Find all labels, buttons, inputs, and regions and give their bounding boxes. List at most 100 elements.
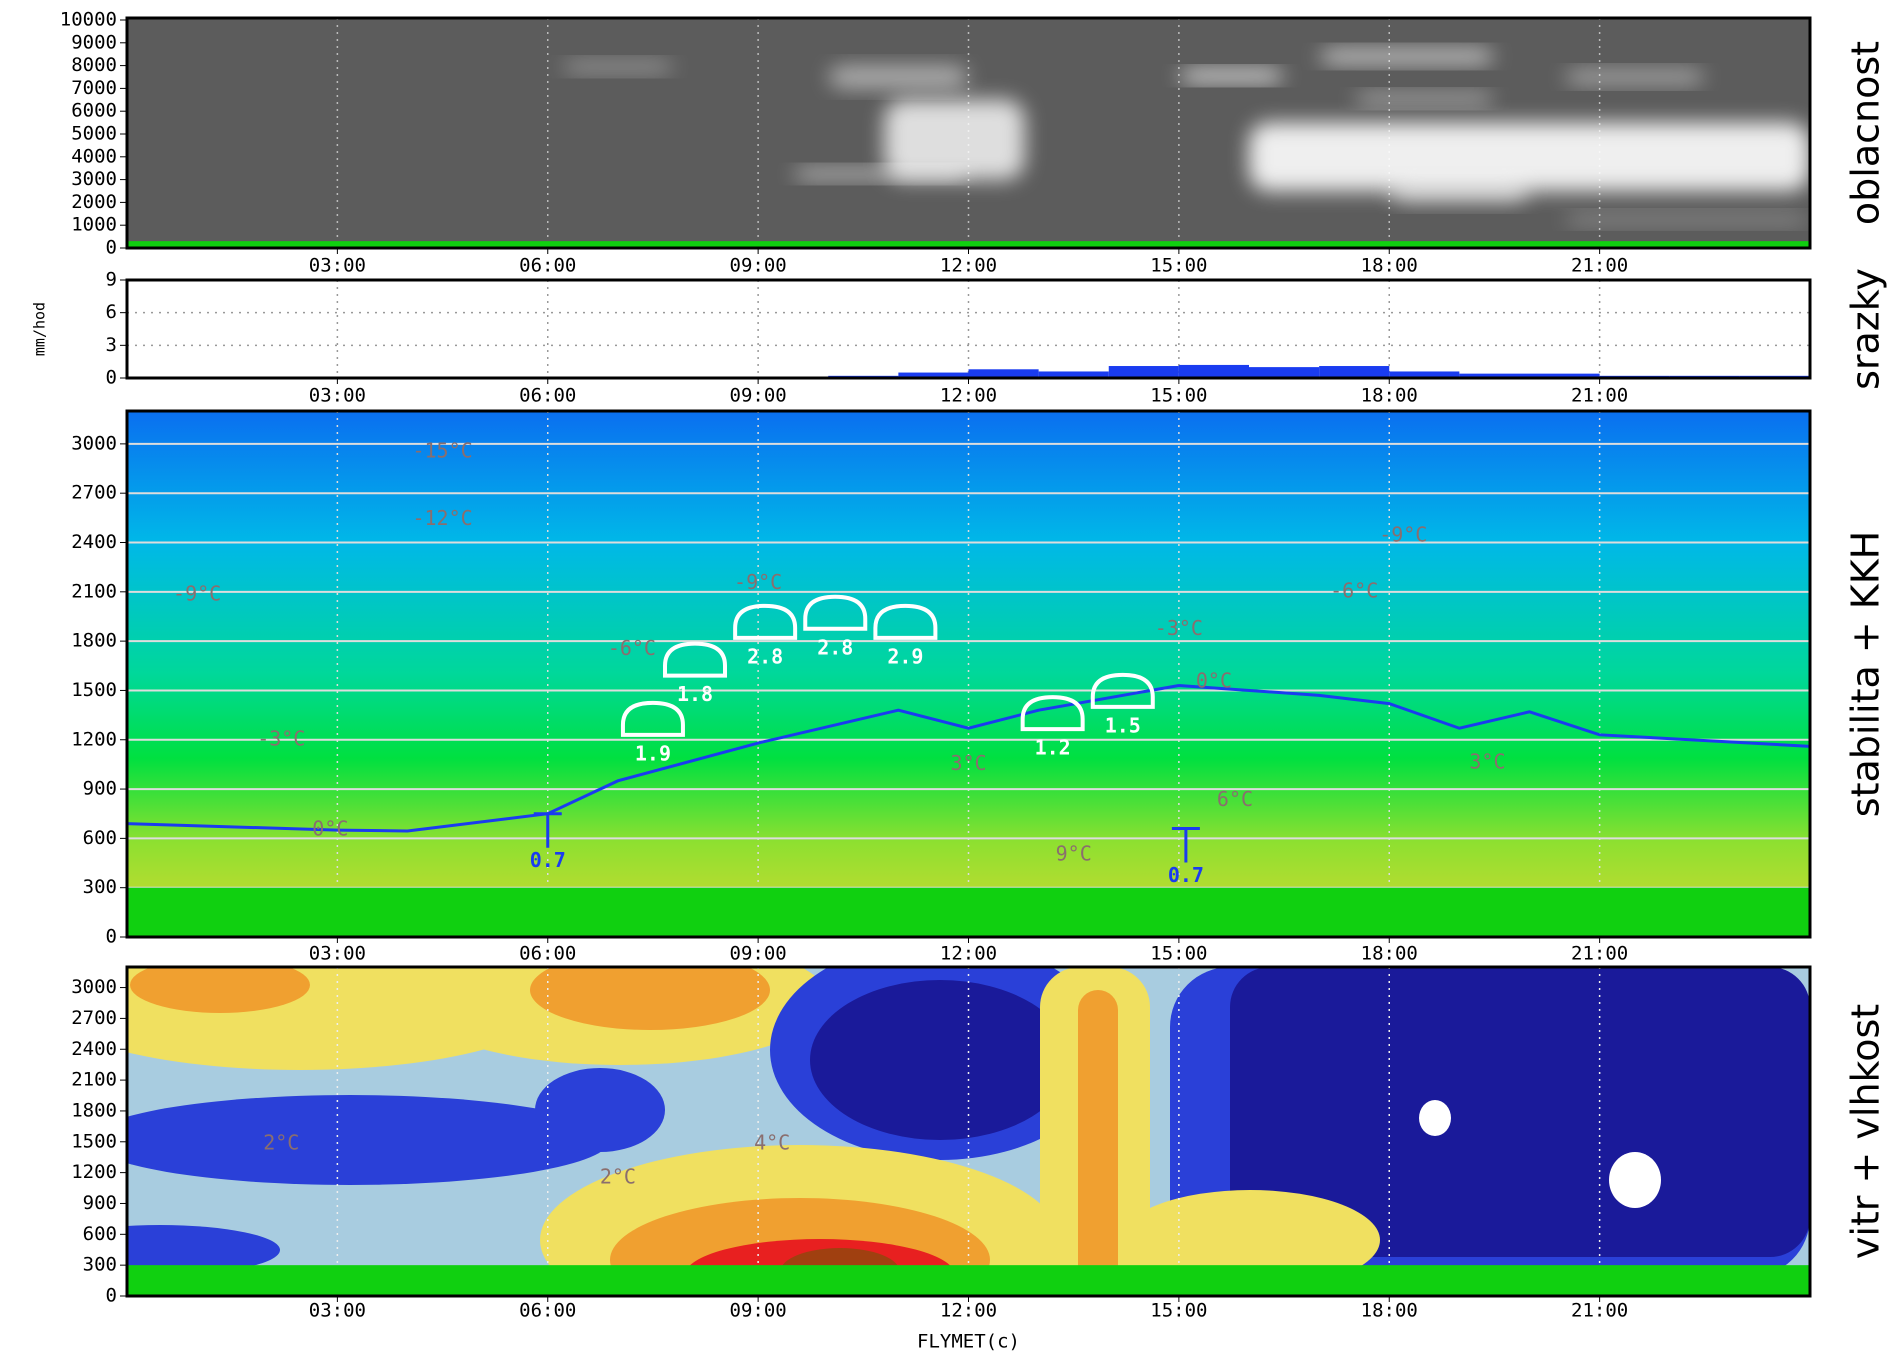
x-tick-label: 06:00 bbox=[519, 943, 576, 965]
cloud bbox=[828, 65, 969, 89]
cumulus-value: 1.8 bbox=[677, 682, 713, 706]
x-tick-label: 15:00 bbox=[1150, 255, 1207, 277]
y-tick-label: 1000 bbox=[71, 214, 117, 236]
contour-label: 9°C bbox=[1056, 841, 1092, 865]
bar bbox=[968, 369, 1039, 378]
contour-label: -9°C bbox=[1379, 522, 1427, 546]
cumulus-value: 2.8 bbox=[747, 644, 783, 668]
y-tick-label: 2700 bbox=[71, 482, 117, 504]
y-tick-label: 900 bbox=[83, 1192, 117, 1214]
cloud bbox=[1178, 70, 1285, 82]
x-tick-label: 15:00 bbox=[1150, 1300, 1207, 1322]
x-tick-label: 18:00 bbox=[1361, 1300, 1418, 1322]
bar bbox=[1178, 364, 1249, 378]
y-tick-label: 2400 bbox=[71, 531, 117, 553]
x-tick-label: 03:00 bbox=[309, 255, 366, 277]
y-tick-label: 8000 bbox=[71, 54, 117, 76]
contour-label: 2°C bbox=[263, 1130, 299, 1154]
x-tick-label: 03:00 bbox=[309, 385, 366, 407]
contour-label: -9°C bbox=[173, 582, 221, 606]
y-tick-label: 6 bbox=[106, 301, 117, 323]
y-tick-label: 3 bbox=[106, 334, 117, 356]
x-tick-label: 09:00 bbox=[730, 255, 787, 277]
x-tick-label: 09:00 bbox=[730, 1300, 787, 1322]
cumulus-symbol bbox=[1020, 695, 1085, 732]
contour-label: 0°C bbox=[312, 817, 348, 841]
y-tick-label: 5000 bbox=[71, 123, 117, 145]
bar bbox=[1038, 371, 1109, 378]
thermal-value: 0.7 bbox=[1168, 863, 1204, 887]
x-tick-label: 09:00 bbox=[730, 943, 787, 965]
x-tick-label: 12:00 bbox=[940, 1300, 997, 1322]
x-tick-label: 15:00 bbox=[1150, 943, 1207, 965]
y-tick-label: 0 bbox=[106, 1285, 117, 1307]
bar bbox=[1249, 367, 1320, 378]
x-tick-label: 21:00 bbox=[1571, 1300, 1628, 1322]
cumulus-symbol bbox=[663, 641, 728, 678]
y-tick-label: 0 bbox=[106, 367, 117, 389]
contour-label: -9°C bbox=[734, 570, 782, 594]
cumulus-value: 2.8 bbox=[817, 635, 853, 659]
humidity-field bbox=[127, 967, 1810, 1296]
cumulus-symbol bbox=[873, 603, 938, 640]
y-tick-label: 2000 bbox=[71, 191, 117, 213]
x-tick-label: 21:00 bbox=[1571, 255, 1628, 277]
y-tick-label: 1200 bbox=[71, 1161, 117, 1183]
frame bbox=[125, 409, 1812, 939]
y-tick-label: 300 bbox=[83, 876, 117, 898]
x-tick-label: 12:00 bbox=[940, 385, 997, 407]
x-tick-label: 06:00 bbox=[519, 1300, 576, 1322]
y-tick-label: 2400 bbox=[71, 1038, 117, 1060]
contour-label: -6°C bbox=[1330, 578, 1378, 602]
cloud bbox=[1564, 213, 1810, 226]
panel-title: oblacnost bbox=[1844, 41, 1888, 225]
y-tick-label: 1200 bbox=[71, 728, 117, 750]
contour-label: -6°C bbox=[608, 636, 656, 660]
contour-label: 2°C bbox=[600, 1164, 636, 1188]
x-tick-label: 09:00 bbox=[730, 385, 787, 407]
x-axis-label: FLYMET(c) bbox=[917, 1331, 1020, 1353]
thermal-value: 0.7 bbox=[530, 848, 566, 872]
cloud bbox=[1389, 179, 1530, 203]
cloud bbox=[1354, 92, 1495, 105]
contour-label: 0°C bbox=[1196, 669, 1232, 693]
x-tick-label: 18:00 bbox=[1361, 385, 1418, 407]
panel-title: stabilita + KKH bbox=[1844, 531, 1888, 817]
y-tick-label: 1500 bbox=[71, 1130, 117, 1152]
cloud bbox=[1319, 49, 1495, 64]
cumulus-symbol bbox=[1090, 672, 1155, 709]
contour-label: -15°C bbox=[412, 439, 472, 463]
contour-label: 3°C bbox=[1469, 749, 1505, 773]
panel-title: vitr + vlhkost bbox=[1844, 1004, 1888, 1259]
y-tick-label: 1500 bbox=[71, 679, 117, 701]
cloud bbox=[1564, 70, 1705, 84]
cloud bbox=[1249, 122, 1810, 191]
x-tick-label: 21:00 bbox=[1571, 943, 1628, 965]
contour-label: 4°C bbox=[754, 1130, 790, 1154]
y-tick-label: 0 bbox=[106, 926, 117, 948]
bar bbox=[1108, 366, 1179, 378]
stability-background bbox=[127, 411, 1810, 937]
cumulus-value: 1.5 bbox=[1105, 713, 1141, 737]
y-tick-label: 1800 bbox=[71, 1099, 117, 1121]
contour-label: -3°C bbox=[257, 726, 305, 750]
y-tick-label: 7000 bbox=[71, 77, 117, 99]
x-tick-label: 12:00 bbox=[940, 255, 997, 277]
y-tick-label: 600 bbox=[83, 1223, 117, 1245]
x-tick-label: 06:00 bbox=[519, 255, 576, 277]
contour-label: 6°C bbox=[1217, 787, 1253, 811]
y-tick-label: 1800 bbox=[71, 630, 117, 652]
y-tick-label: 300 bbox=[83, 1254, 117, 1276]
cloud bbox=[561, 61, 674, 73]
cumulus-symbol bbox=[733, 603, 798, 640]
thermal-marker bbox=[533, 812, 562, 848]
y-tick-label: 900 bbox=[83, 778, 117, 800]
y-tick-label: 9000 bbox=[71, 31, 117, 53]
x-tick-label: 21:00 bbox=[1571, 385, 1628, 407]
panel-title: srazky bbox=[1844, 268, 1888, 390]
boundary-line bbox=[126, 683, 1811, 833]
bar bbox=[1459, 373, 1530, 378]
y-tick-label: 2100 bbox=[71, 580, 117, 602]
